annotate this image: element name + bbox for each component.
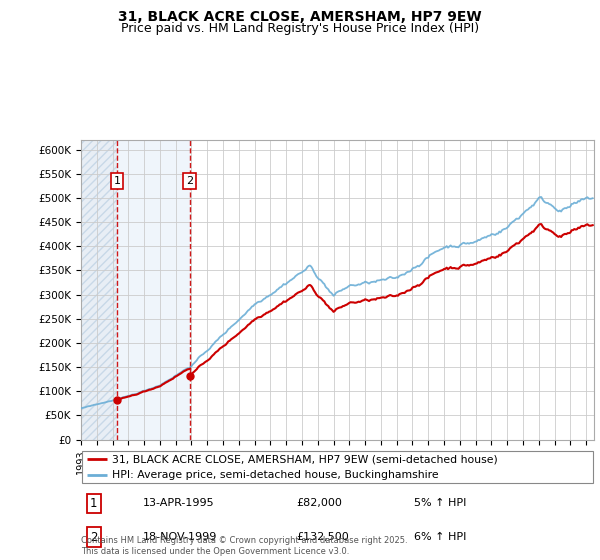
FancyBboxPatch shape bbox=[82, 451, 593, 483]
Text: £82,000: £82,000 bbox=[296, 498, 343, 508]
Text: £132,500: £132,500 bbox=[296, 532, 349, 542]
Text: 1: 1 bbox=[90, 497, 98, 510]
Text: 1: 1 bbox=[113, 176, 121, 186]
Text: 2: 2 bbox=[90, 530, 98, 544]
Text: 5% ↑ HPI: 5% ↑ HPI bbox=[415, 498, 467, 508]
Text: 2: 2 bbox=[186, 176, 193, 186]
Text: 31, BLACK ACRE CLOSE, AMERSHAM, HP7 9EW: 31, BLACK ACRE CLOSE, AMERSHAM, HP7 9EW bbox=[118, 10, 482, 24]
Bar bbox=[81, 140, 117, 440]
Bar bbox=[117, 140, 190, 440]
Bar bbox=[81, 140, 117, 440]
Text: Contains HM Land Registry data © Crown copyright and database right 2025.
This d: Contains HM Land Registry data © Crown c… bbox=[81, 536, 407, 556]
Text: 31, BLACK ACRE CLOSE, AMERSHAM, HP7 9EW (semi-detached house): 31, BLACK ACRE CLOSE, AMERSHAM, HP7 9EW … bbox=[112, 454, 497, 464]
Text: 13-APR-1995: 13-APR-1995 bbox=[143, 498, 214, 508]
Text: HPI: Average price, semi-detached house, Buckinghamshire: HPI: Average price, semi-detached house,… bbox=[112, 470, 439, 480]
Text: 6% ↑ HPI: 6% ↑ HPI bbox=[415, 532, 467, 542]
Text: Price paid vs. HM Land Registry's House Price Index (HPI): Price paid vs. HM Land Registry's House … bbox=[121, 22, 479, 35]
Text: 18-NOV-1999: 18-NOV-1999 bbox=[143, 532, 217, 542]
